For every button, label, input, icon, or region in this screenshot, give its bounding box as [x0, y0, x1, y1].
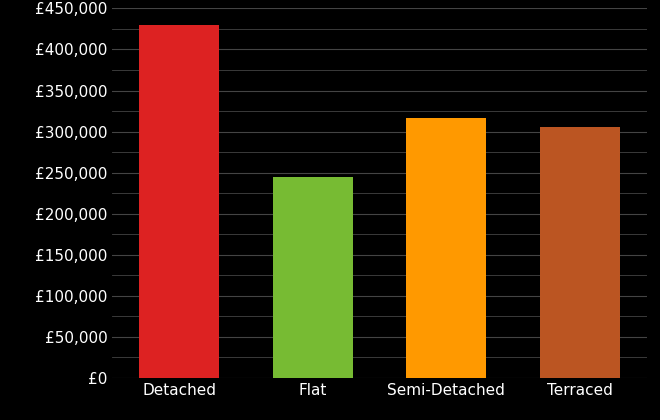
Bar — [139, 25, 219, 378]
Bar — [406, 118, 486, 378]
Bar — [273, 177, 352, 378]
Bar — [540, 128, 620, 378]
